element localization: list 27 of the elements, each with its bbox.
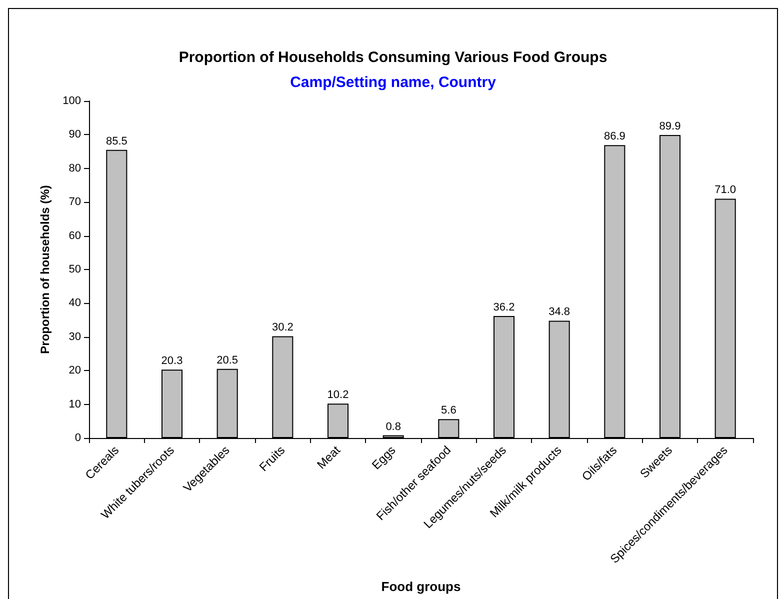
chart-subtitle: Camp/Setting name, Country: [290, 74, 497, 91]
data-label: 86.9: [604, 130, 626, 143]
x-axis-title: Food groups: [381, 579, 461, 594]
data-label: 20.3: [161, 355, 183, 368]
y-tick-label: 50: [68, 264, 81, 276]
y-tick-label: 30: [68, 330, 81, 343]
y-tick-label: 70: [68, 196, 81, 208]
y-tick-label: 20: [68, 364, 81, 377]
y-tick-label: 90: [68, 128, 81, 141]
y-tick-label: 100: [62, 95, 81, 107]
data-label: 89.9: [659, 120, 681, 133]
data-label: 30.2: [272, 322, 294, 334]
chart-title: Proportion of Households Consuming Various Food Groups: [178, 49, 608, 66]
data-label: 10.2: [327, 389, 349, 402]
y-tick-label: 0: [74, 432, 81, 444]
data-label: 85.5: [106, 135, 128, 148]
data-label: 0.8: [386, 420, 401, 433]
y-tick-label: 80: [68, 162, 81, 174]
y-tick-label: 40: [68, 297, 81, 310]
data-label: 71.0: [714, 184, 736, 196]
y-tick-label: 60: [68, 230, 81, 242]
data-label: 36.2: [493, 302, 515, 314]
data-label: 5.6: [441, 404, 456, 417]
y-tick-label: 10: [68, 398, 81, 410]
y-axis-title: Proportion of households (%): [38, 185, 52, 354]
data-label: 20.5: [216, 354, 238, 366]
data-label: 34.8: [548, 306, 570, 318]
